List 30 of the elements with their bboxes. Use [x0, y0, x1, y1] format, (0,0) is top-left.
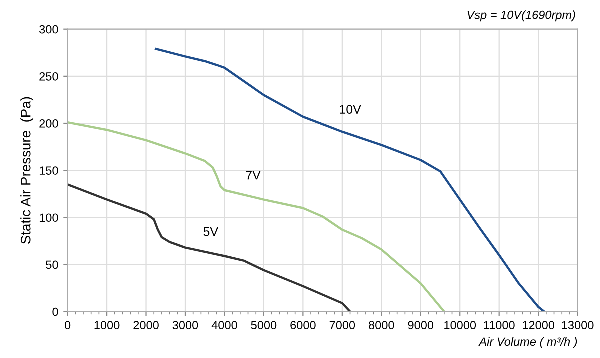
y-tick-label: 0: [52, 308, 58, 316]
x-tick-label: 3000: [172, 321, 198, 330]
x-tick-label: 8000: [369, 321, 394, 330]
x-tick-label: 2000: [134, 321, 159, 330]
x-tick-label: 0: [64, 321, 71, 330]
x-tick-label: 12000: [523, 321, 555, 330]
x-tick-label: 9000: [408, 321, 434, 330]
x-tick-label: 7000: [330, 321, 356, 330]
y-tick-label: 150: [40, 166, 58, 175]
y-tick-label: 300: [40, 25, 58, 34]
x-tick-label: 6000: [290, 321, 316, 330]
y-tick-label: 250: [40, 72, 58, 81]
y-axis-title: Static Air Pressure (Pa): [20, 97, 34, 244]
line-series: [68, 121, 446, 312]
x-tick-label: 5000: [251, 321, 277, 330]
y-tick-label: 100: [40, 214, 58, 222]
text: Vsp = 10V(1690rpm): [468, 10, 576, 22]
series-label: 10V: [340, 105, 362, 114]
line-series: [68, 184, 352, 312]
x-tick-label: 11000: [484, 321, 515, 330]
line-series: [154, 48, 546, 312]
x-tick-label: 4000: [212, 321, 238, 330]
y-tick-label: 50: [46, 260, 58, 270]
x-tick-label: 1000: [94, 321, 120, 330]
x-tick-label: 13000: [562, 321, 594, 330]
series-label: 5V: [204, 228, 218, 236]
x-tick-label: 10000: [444, 321, 476, 330]
x-axis-title: Air Volume ( m³/h ): [478, 337, 578, 348]
y-tick-label: 200: [40, 120, 58, 128]
series-label: 7V: [246, 171, 261, 180]
